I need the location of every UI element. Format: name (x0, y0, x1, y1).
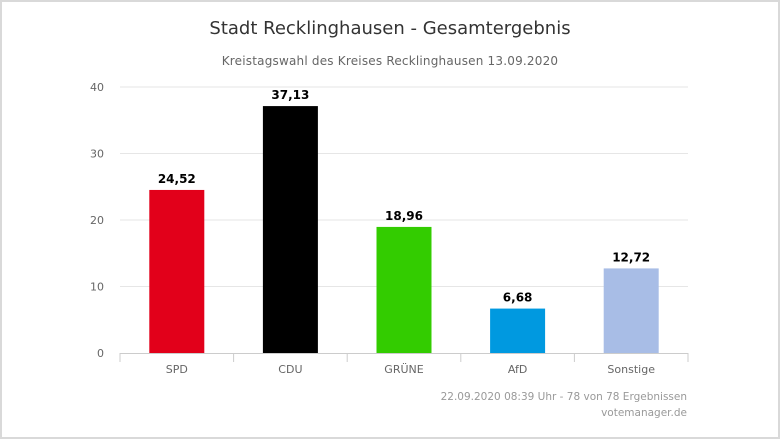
y-tick-label: 40 (90, 81, 104, 94)
x-tick-label: AfD (508, 363, 527, 376)
footer-source[interactable]: votemanager.de (601, 407, 687, 419)
bar[interactable] (262, 106, 318, 353)
footer-status: 22.09.2020 08:39 Uhr - 78 von 78 Ergebni… (440, 391, 687, 403)
bars (149, 106, 659, 353)
bar-value-label: 18,96 (385, 209, 423, 223)
x-axis: SPD CDU GRÜNE AfD Sonstige (119, 353, 689, 376)
x-tick-label: CDU (278, 363, 302, 376)
bar[interactable] (149, 189, 205, 353)
bar[interactable] (490, 308, 546, 353)
data-labels: 24,52 37,13 18,96 6,68 12,72 (158, 88, 650, 304)
bar[interactable] (603, 268, 659, 353)
y-tick-label: 20 (90, 214, 104, 227)
x-tick-label: Sonstige (607, 363, 655, 376)
y-tick-label: 30 (90, 148, 104, 161)
x-tick-label: SPD (166, 363, 188, 376)
bar-value-label: 24,52 (158, 172, 196, 186)
y-tick-label: 0 (97, 347, 104, 360)
chart-title: Stadt Recklinghausen - Gesamtergebnis (209, 18, 571, 39)
y-tick-label: 10 (90, 281, 104, 294)
y-axis-ticks: 0 10 20 30 40 (90, 81, 104, 360)
x-tick-label: GRÜNE (384, 363, 423, 376)
bar-value-label: 12,72 (612, 250, 650, 264)
bar[interactable] (376, 226, 432, 353)
bar-value-label: 6,68 (503, 291, 533, 305)
gridlines (120, 86, 688, 287)
chart-subtitle: Kreistagswahl des Kreises Recklinghausen… (221, 54, 559, 68)
bar-value-label: 37,13 (271, 88, 309, 102)
